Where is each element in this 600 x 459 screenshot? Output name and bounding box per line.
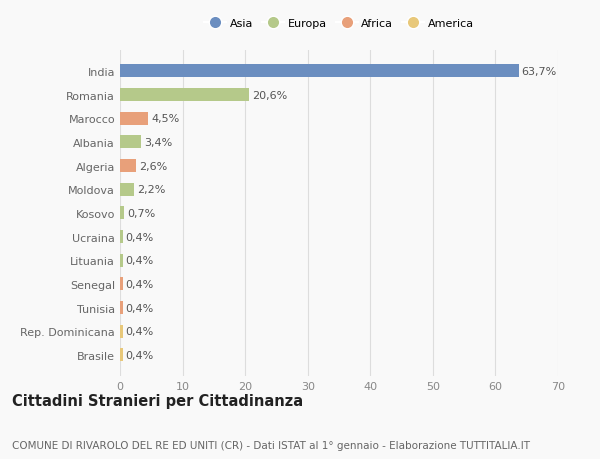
Text: 0,4%: 0,4% xyxy=(125,279,154,289)
Text: 63,7%: 63,7% xyxy=(522,67,557,77)
Bar xyxy=(120,160,136,173)
Text: 2,6%: 2,6% xyxy=(139,161,167,171)
Bar xyxy=(120,89,249,102)
Legend: Asia, Europa, Africa, America: Asia, Europa, Africa, America xyxy=(204,18,474,28)
Bar xyxy=(120,65,518,78)
Text: COMUNE DI RIVAROLO DEL RE ED UNITI (CR) - Dati ISTAT al 1° gennaio - Elaborazion: COMUNE DI RIVAROLO DEL RE ED UNITI (CR) … xyxy=(12,440,530,450)
Bar xyxy=(120,207,124,220)
Bar xyxy=(120,112,148,125)
Bar xyxy=(120,183,134,196)
Text: 4,5%: 4,5% xyxy=(151,114,179,124)
Text: 0,7%: 0,7% xyxy=(128,208,156,218)
Bar xyxy=(120,302,122,314)
Text: 0,4%: 0,4% xyxy=(125,303,154,313)
Text: 3,4%: 3,4% xyxy=(145,138,173,148)
Bar xyxy=(120,136,141,149)
Text: 20,6%: 20,6% xyxy=(252,90,287,101)
Bar xyxy=(120,348,122,362)
Text: Cittadini Stranieri per Cittadinanza: Cittadini Stranieri per Cittadinanza xyxy=(12,393,303,409)
Bar xyxy=(120,254,122,267)
Bar xyxy=(120,230,122,244)
Text: 0,4%: 0,4% xyxy=(125,232,154,242)
Text: 0,4%: 0,4% xyxy=(125,350,154,360)
Bar xyxy=(120,325,122,338)
Text: 0,4%: 0,4% xyxy=(125,256,154,266)
Text: 0,4%: 0,4% xyxy=(125,326,154,336)
Bar xyxy=(120,278,122,291)
Text: 2,2%: 2,2% xyxy=(137,185,165,195)
